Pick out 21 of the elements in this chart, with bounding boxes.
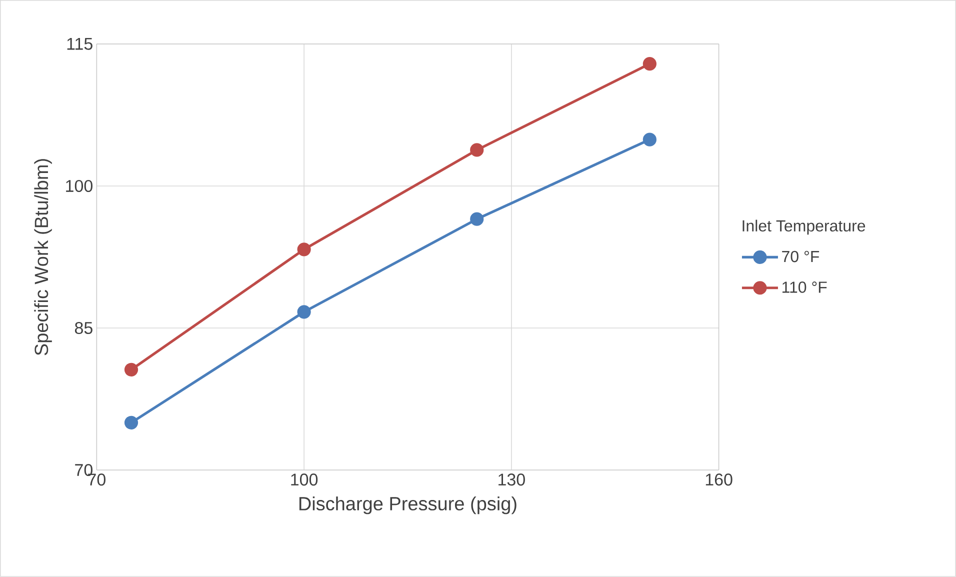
point	[297, 305, 311, 319]
point	[470, 143, 484, 157]
x-tick-label: 160	[706, 474, 732, 486]
point	[642, 57, 656, 71]
x-tick-label: 130	[498, 474, 525, 486]
y-tick-label: 115	[67, 38, 92, 50]
legend-label: 70 °F	[782, 250, 820, 262]
point	[642, 132, 656, 146]
y-tick-label: 70	[75, 464, 92, 476]
y-tick-label: 100	[66, 180, 92, 192]
point	[297, 242, 311, 256]
x-tick-label: 70	[88, 474, 106, 486]
y-tick-label: 85	[74, 322, 92, 334]
y-axis-title: Specific Work (Btu/lbm)	[34, 159, 52, 356]
x-axis-title: Discharge Pressure (psig)	[299, 496, 516, 514]
point	[124, 416, 138, 430]
point	[470, 212, 484, 226]
x-tick-label: 100	[291, 474, 318, 486]
point	[124, 362, 138, 376]
legend-title: Inlet Temperature	[742, 220, 866, 235]
legend-label: 110 °F	[782, 282, 827, 293]
